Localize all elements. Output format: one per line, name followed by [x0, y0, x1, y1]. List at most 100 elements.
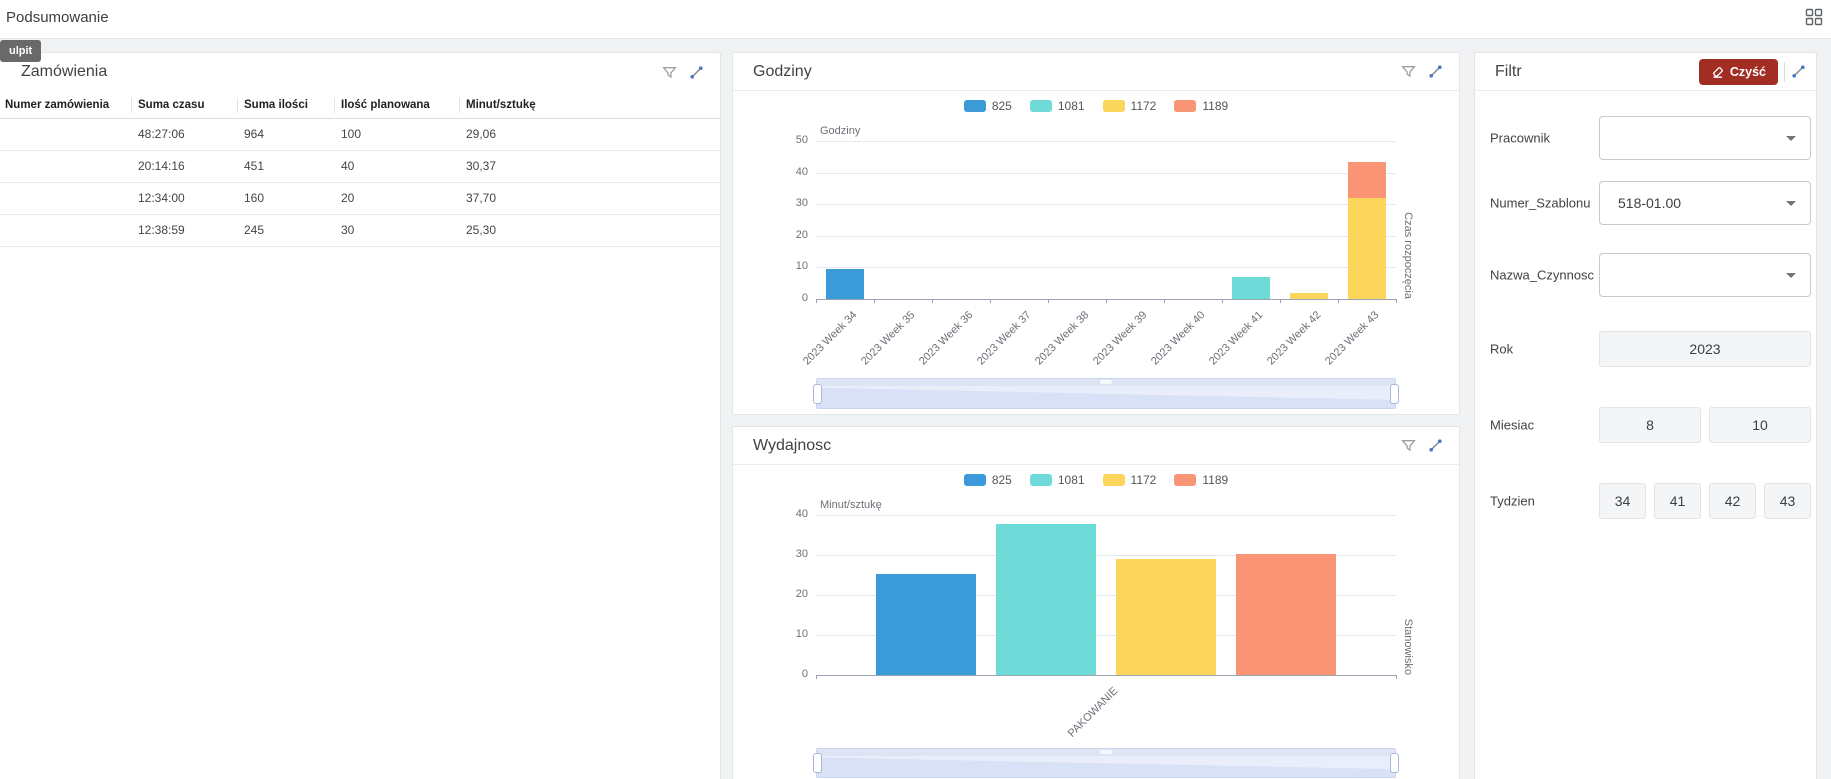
expand-icon[interactable] — [1428, 438, 1443, 453]
bar-segment[interactable] — [1348, 197, 1386, 299]
legend-item[interactable]: 1081 — [1029, 99, 1085, 113]
x-axis-label: 2023 Week 40 — [1148, 309, 1208, 368]
bar[interactable] — [996, 524, 1096, 675]
table-row[interactable]: 48:27:06 964 100 29,06 — [0, 119, 720, 151]
filter-field-nazwa-czynnosc: Nazwa_Czynnosc — [1475, 253, 1816, 297]
expand-icon[interactable] — [689, 65, 704, 80]
zoom-slider-right-handle[interactable] — [1390, 753, 1399, 773]
field-label: Rok — [1490, 341, 1514, 357]
x-axis-tick — [990, 299, 991, 303]
table-row[interactable]: 20:14:16 451 40 30,37 — [0, 151, 720, 183]
legend-item[interactable]: 1189 — [1174, 99, 1228, 113]
field-label: Numer_Szablonu — [1490, 195, 1591, 211]
select-value: 518-01.00 — [1618, 195, 1682, 211]
table-row[interactable]: 12:38:59 245 30 25,30 — [0, 215, 720, 247]
filter-panel: Filtr Czyść Pracownik — [1474, 52, 1817, 779]
hours-chart-legend: 825 1081 1172 1189 — [733, 99, 1459, 113]
zoom-slider-right-handle[interactable] — [1390, 383, 1399, 404]
y-axis-tick-label: 50 — [795, 134, 808, 146]
filter-field-tydzien: Tydzien 34 41 42 43 — [1475, 483, 1816, 519]
filter-funnel-icon[interactable] — [662, 65, 677, 80]
filter-chip[interactable]: 42 — [1709, 483, 1756, 519]
x-axis-tick — [1222, 299, 1223, 303]
expand-icon[interactable] — [1428, 64, 1443, 79]
gridline — [816, 235, 1396, 237]
efficiency-panel: Wydajnosc 825 1081 1172 1189 0 10 20 30 40 Minut… — [732, 426, 1460, 779]
bar[interactable] — [1116, 558, 1216, 675]
bar-segment[interactable] — [1232, 276, 1270, 299]
x-axis-label: 2023 Week 38 — [1032, 309, 1092, 368]
y-axis-tick-label: 0 — [801, 668, 808, 680]
bar-segment[interactable] — [1290, 292, 1328, 299]
numer-szablonu-select[interactable]: 518-01.00 — [1599, 181, 1811, 225]
legend-marker — [1029, 100, 1052, 112]
table-row[interactable]: 12:34:00 160 20 37,70 — [0, 183, 720, 215]
hours-chart-zoom-slider[interactable] — [813, 378, 1399, 409]
filter-field-numer-szablonu: Numer_Szablonu 518-01.00 — [1475, 181, 1816, 225]
x-axis-label: PAKOWANIE — [1065, 685, 1121, 740]
filter-funnel-icon[interactable] — [1401, 64, 1416, 79]
legend-marker — [963, 474, 986, 486]
column-header: Suma czasu — [138, 98, 238, 113]
orders-panel-title: Zamówienia — [21, 63, 108, 80]
table-cell: 964 — [244, 127, 265, 141]
miesiac-chips: 8 10 — [1599, 407, 1811, 443]
bar[interactable] — [1236, 553, 1336, 675]
header-divider — [1784, 61, 1785, 82]
nazwa-czynnosc-select[interactable] — [1599, 253, 1811, 297]
y-axis-tick-label: 0 — [801, 292, 808, 304]
filter-chip[interactable]: 43 — [1764, 483, 1811, 519]
column-header: Minut/sztukę — [466, 99, 536, 111]
zoom-slider-grip[interactable] — [1100, 380, 1112, 384]
filter-chip[interactable]: 2023 — [1599, 331, 1811, 367]
legend-item[interactable]: 1172 — [1102, 473, 1156, 487]
expand-icon[interactable] — [1791, 64, 1806, 79]
bar-segment[interactable] — [826, 268, 864, 299]
legend-marker — [1174, 474, 1197, 486]
efficiency-chart-legend: 825 1081 1172 1189 — [733, 473, 1459, 487]
legend-item[interactable]: 1189 — [1174, 473, 1228, 487]
gridline — [816, 267, 1396, 269]
dashboard-tooltip: ulpit — [0, 40, 42, 62]
bar[interactable] — [876, 573, 976, 675]
legend-item[interactable]: 825 — [963, 473, 1012, 487]
filter-panel-header: Filtr Czyść — [1475, 53, 1816, 91]
efficiency-chart-zoom-slider[interactable] — [813, 748, 1399, 778]
x-axis-line — [816, 675, 1396, 676]
apps-grid-icon[interactable] — [1805, 8, 1823, 26]
legend-item[interactable]: 1081 — [1029, 473, 1085, 487]
y-axis-tick-label: 40 — [795, 165, 808, 178]
zoom-slider-left-handle[interactable] — [813, 383, 822, 404]
zoom-slider-left-handle[interactable] — [813, 753, 822, 773]
filter-field-miesiac: Miesiac 8 10 — [1475, 407, 1816, 443]
filter-chip[interactable]: 41 — [1654, 483, 1701, 519]
clear-filters-button[interactable]: Czyść — [1698, 58, 1778, 85]
hours-panel-title: Godziny — [753, 62, 812, 80]
page-title: Podsumowanie — [6, 9, 109, 26]
column-header: Ilość planowana — [341, 98, 460, 113]
y-axis-tick-label: 10 — [795, 628, 808, 640]
zoom-slider-grip[interactable] — [1100, 750, 1112, 754]
filter-chip[interactable]: 8 — [1599, 407, 1701, 443]
column-header: Suma ilości — [244, 98, 335, 113]
x-axis-title: Stanowisko — [1402, 618, 1414, 675]
bar-segment[interactable] — [1348, 161, 1386, 198]
legend-label: 1081 — [1057, 473, 1085, 487]
legend-item[interactable]: 825 — [963, 99, 1012, 113]
hours-panel-header: Godziny — [733, 53, 1459, 91]
efficiency-panel-header: Wydajnosc — [733, 427, 1459, 465]
filter-chip[interactable]: 34 — [1599, 483, 1646, 519]
y-axis-tick-label: 10 — [795, 260, 808, 273]
legend-label: 825 — [991, 99, 1012, 113]
legend-item[interactable]: 1172 — [1102, 99, 1156, 113]
pracownik-select[interactable] — [1599, 116, 1811, 160]
efficiency-chart: 0 10 20 30 40 Minut/sztukę Stanowisko PAKOWANIE — [733, 427, 1459, 779]
legend-marker — [1174, 100, 1197, 112]
column-header: Numer zamówienia — [5, 98, 132, 113]
orders-table-header: Numer zamówienia Suma czasu Suma ilości Ilo… — [0, 98, 720, 119]
field-label: Nazwa_Czynnosc — [1490, 267, 1595, 283]
table-cell: 451 — [244, 159, 265, 173]
filter-funnel-icon[interactable] — [1401, 438, 1416, 453]
filter-chip[interactable]: 10 — [1709, 407, 1811, 443]
orders-panel: Zamówienia Numer zamówienia Suma czasu Sum… — [0, 52, 721, 779]
